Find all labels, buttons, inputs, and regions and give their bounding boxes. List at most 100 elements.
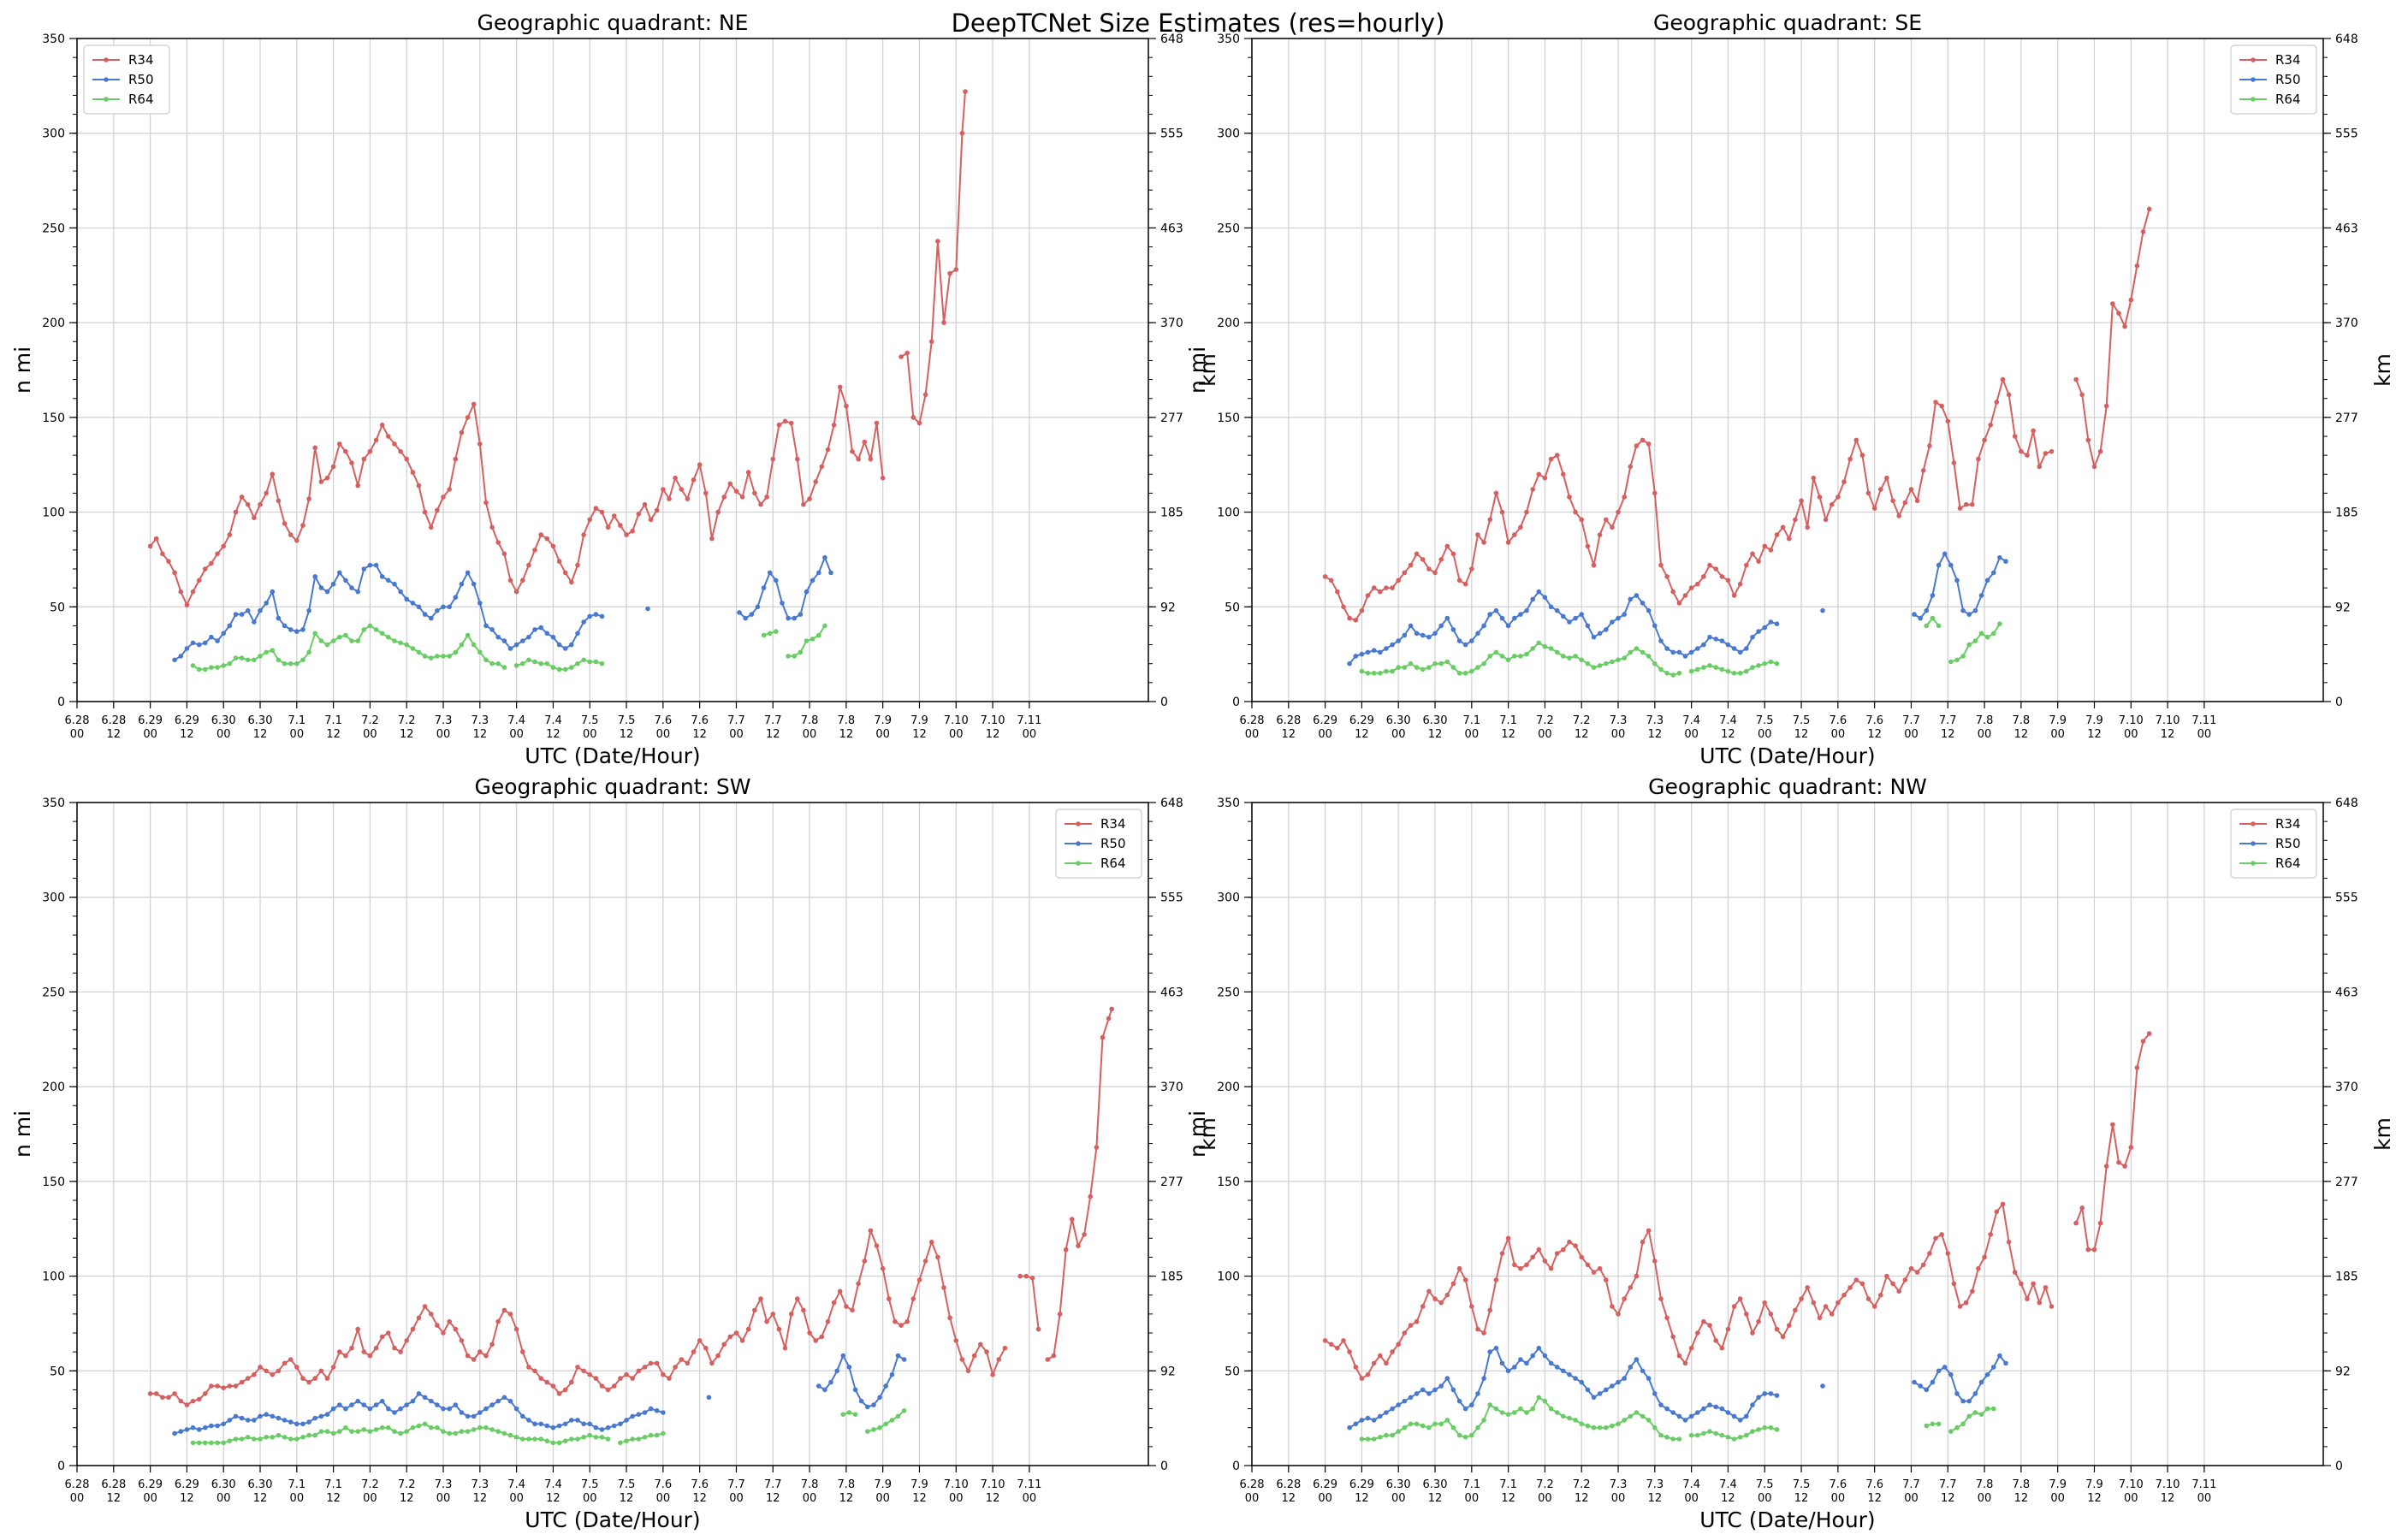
data-point-R50 <box>624 1418 629 1423</box>
data-point-R34 <box>233 509 239 515</box>
data-point-R50 <box>612 1423 617 1429</box>
data-point-R50 <box>429 1398 434 1404</box>
x-tick-date: 7.1 <box>1499 714 1517 727</box>
data-point-R34 <box>831 422 837 428</box>
data-point-R64 <box>453 649 459 655</box>
y-tick-label: 200 <box>1217 317 1240 330</box>
data-point-R34 <box>880 1265 886 1271</box>
data-point-R50 <box>1616 1379 1621 1385</box>
data-point-R34 <box>233 1383 239 1389</box>
data-point-R34 <box>963 89 968 94</box>
data-point-R34 <box>813 479 818 484</box>
data-point-R50 <box>239 1415 245 1421</box>
x-tick-date: 7.6 <box>691 1478 709 1491</box>
data-point-R34 <box>1512 532 1517 537</box>
data-point-R34 <box>1878 1292 1883 1298</box>
data-point-R34 <box>1444 1292 1450 1298</box>
data-point-R64 <box>429 655 434 660</box>
data-point-R34 <box>465 415 471 420</box>
data-point-R50 <box>178 654 184 659</box>
data-point-R50 <box>1966 612 1972 617</box>
data-point-R50 <box>1942 1365 1948 1370</box>
data-point-R64 <box>1616 657 1621 663</box>
x-tick-hour: 00 <box>1978 728 1992 741</box>
data-point-R34 <box>489 1342 495 1348</box>
data-point-R34 <box>520 1349 525 1354</box>
data-point-R64 <box>1737 1435 1743 1440</box>
data-point-R50 <box>901 1357 907 1362</box>
data-point-R50 <box>465 570 471 576</box>
data-point-R64 <box>871 1427 876 1432</box>
data-point-R34 <box>495 540 501 545</box>
y-axis-label: n mi <box>10 346 35 394</box>
x-tick-label: 7.6 12 <box>1865 1478 1883 1505</box>
data-point-R64 <box>1664 1435 1669 1440</box>
data-point-R50 <box>1462 642 1468 648</box>
data-point-R34 <box>1933 1235 1938 1241</box>
series-R34 <box>1322 1031 2152 1381</box>
data-point-R34 <box>648 1360 654 1366</box>
data-point-R50 <box>215 1423 220 1429</box>
data-point-R50 <box>1567 1371 1572 1377</box>
x-tick-label: 7.1 12 <box>324 1478 342 1505</box>
y-tick-label: 100 <box>1217 506 1240 520</box>
data-point-R34 <box>312 445 318 451</box>
data-point-R64 <box>1948 659 1954 665</box>
data-point-R34 <box>379 1334 385 1340</box>
data-point-R34 <box>1610 524 1615 530</box>
data-point-R64 <box>1414 665 1420 670</box>
data-point-R34 <box>215 551 220 557</box>
y-tick-label-right: 370 <box>2335 317 2358 330</box>
data-point-R34 <box>703 490 709 496</box>
data-point-R64 <box>1610 659 1615 665</box>
x-tick-date: 6.28 <box>1276 1478 1301 1491</box>
x-tick-hour: 00 <box>436 728 451 741</box>
data-point-R34 <box>1640 1239 1646 1245</box>
x-tick-date: 7.6 <box>1830 714 1847 727</box>
data-point-R50 <box>513 642 519 648</box>
data-point-R64 <box>203 666 208 672</box>
data-point-R34 <box>1847 456 1853 462</box>
data-point-R34 <box>587 1371 592 1377</box>
data-point-R34 <box>636 1368 642 1374</box>
data-point-R64 <box>1978 631 1984 637</box>
data-point-R50 <box>1456 1398 1462 1404</box>
y-tick-label: 100 <box>42 506 65 520</box>
data-point-R34 <box>654 1360 660 1366</box>
data-point-R50 <box>544 1423 550 1429</box>
data-point-R64 <box>1450 665 1456 670</box>
data-point-R50 <box>361 566 367 572</box>
data-point-R50 <box>1561 613 1566 619</box>
data-point-R64 <box>1390 668 1395 674</box>
data-point-R64 <box>562 666 568 672</box>
y-tick-label: 150 <box>42 1176 65 1189</box>
data-point-R34 <box>1591 562 1597 568</box>
series-line-R34 <box>1020 1275 1040 1330</box>
data-point-R34 <box>1836 495 1841 500</box>
data-point-R34 <box>221 1385 227 1390</box>
data-point-R50 <box>1475 1391 1480 1396</box>
data-point-R50 <box>1725 642 1731 648</box>
data-point-R34 <box>355 1326 361 1332</box>
x-tick-date: 7.1 <box>288 714 305 727</box>
data-point-R64 <box>1567 1415 1572 1421</box>
x-tick-hour: 00 <box>875 728 890 741</box>
data-point-R34 <box>642 1365 648 1370</box>
x-tick-hour: 12 <box>692 1492 707 1505</box>
data-point-R64 <box>501 1430 507 1436</box>
data-point-R34 <box>654 507 660 513</box>
data-point-R64 <box>196 1440 202 1446</box>
data-point-R34 <box>2019 448 2024 454</box>
data-point-R34 <box>850 1307 855 1313</box>
data-point-R50 <box>495 1398 501 1404</box>
data-point-R34 <box>489 524 495 530</box>
data-point-R64 <box>520 1436 525 1442</box>
data-point-R64 <box>1737 671 1743 676</box>
data-point-R64 <box>312 1432 318 1438</box>
data-point-R50 <box>520 638 525 643</box>
data-point-R34 <box>910 1296 916 1301</box>
data-point-R64 <box>489 660 495 666</box>
x-tick-hour: 00 <box>1023 1492 1037 1505</box>
data-point-R64 <box>1762 660 1767 666</box>
data-point-R64 <box>593 1435 599 1440</box>
